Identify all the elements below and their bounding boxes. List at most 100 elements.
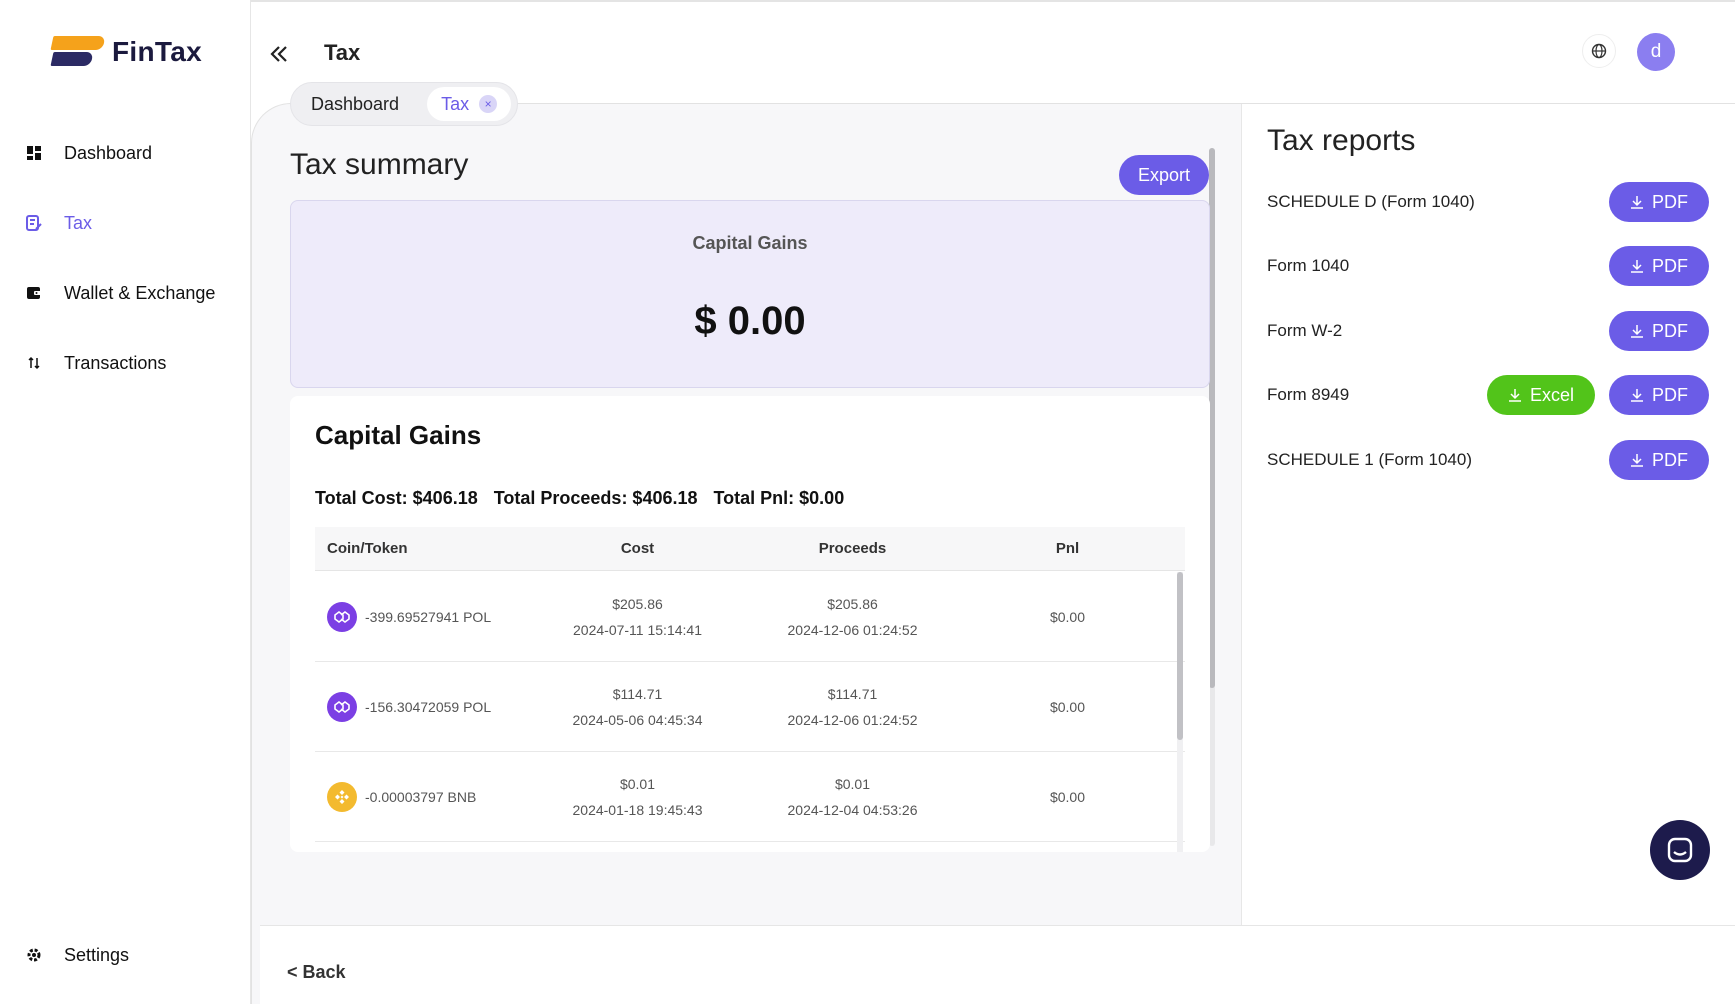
pnl-value: $0.00: [1049, 698, 1086, 715]
pdf-label: PDF: [1652, 384, 1688, 405]
summary-scrollbar[interactable]: [1209, 148, 1215, 846]
report-row-form-8949: Form 8949 Excel PDF: [1267, 375, 1709, 415]
report-row-form-w2: Form W-2 PDF: [1267, 311, 1709, 351]
sidebar-item-label: Transactions: [64, 352, 167, 373]
tab-tax[interactable]: Tax ×: [427, 87, 512, 121]
polygon-coin-icon: [327, 691, 357, 722]
globe-icon: [1591, 43, 1607, 59]
download-icon: [1631, 454, 1643, 467]
table-header: Coin/Token Cost Proceeds Pnl: [315, 527, 1185, 571]
report-row-schedule-1: SCHEDULE 1 (Form 1040) PDF: [1267, 440, 1709, 480]
coin-amount: -156.30472059 POL: [365, 698, 492, 715]
chat-widget-button[interactable]: [1650, 820, 1710, 880]
tax-summary-title: Tax summary: [290, 148, 469, 181]
table-body: -399.69527941 POL $205.86 2024-07-11 15:…: [315, 572, 1185, 852]
download-icon: [1631, 389, 1643, 402]
column-header-cost: Cost: [620, 540, 655, 557]
wallet-icon: [26, 285, 42, 301]
download-icon: [1631, 325, 1643, 338]
page-tabs: Dashboard Tax ×: [290, 82, 519, 126]
sidebar-item-dashboard[interactable]: Dashboard: [0, 118, 251, 188]
table-scrollbar[interactable]: [1177, 572, 1183, 852]
proceeds-date: 2024-12-06 01:24:52: [787, 621, 918, 638]
report-label: SCHEDULE D (Form 1040): [1267, 192, 1475, 211]
fintax-logo-icon: [50, 34, 106, 70]
capital-gains-table-card: Capital Gains Total Cost: $406.18 Total …: [290, 396, 1210, 852]
table-row: -0.00003797 BNB $0.01 2024-01-18 19:45:4…: [315, 752, 1185, 842]
download-icon: [1631, 260, 1643, 273]
export-button[interactable]: Export: [1119, 155, 1209, 195]
cost-date: 2024-07-11 15:14:41: [573, 621, 702, 638]
report-row-form-1040: Form 1040 PDF: [1267, 246, 1709, 286]
tax-reports-panel: [1241, 104, 1735, 926]
sidebar-item-label: Dashboard: [64, 142, 153, 163]
pdf-label: PDF: [1652, 191, 1688, 212]
page-footer: [260, 925, 1735, 1004]
settings-label: Settings: [64, 944, 130, 965]
double-chevron-left-icon: [270, 46, 287, 62]
sidebar-nav: Dashboard Tax Wallet & Exchange Transact…: [0, 118, 251, 398]
pdf-label: PDF: [1652, 320, 1688, 341]
capital-gains-label: Capital Gains: [692, 233, 808, 253]
coin-amount: -399.69527941 POL: [365, 608, 492, 625]
page-title: Tax: [324, 40, 361, 65]
language-button[interactable]: [1582, 34, 1616, 68]
back-button[interactable]: < Back: [287, 962, 346, 982]
sidebar-item-settings[interactable]: Settings: [0, 920, 129, 990]
total-proceeds: Total Proceeds: $406.18: [493, 488, 698, 508]
coin-amount: -0.00003797 BNB: [365, 788, 477, 805]
report-label: Form W-2: [1267, 321, 1343, 340]
download-pdf-button[interactable]: PDF: [1609, 182, 1709, 222]
download-icon: [1508, 389, 1521, 402]
report-label: Form 8949: [1267, 385, 1350, 404]
capital-gains-heading: Capital Gains: [315, 420, 482, 450]
sidebar-item-transactions[interactable]: Transactions: [0, 328, 251, 398]
sidebar-item-tax[interactable]: Tax: [0, 188, 251, 258]
excel-label: Excel: [1529, 384, 1574, 405]
transactions-icon: [26, 355, 42, 371]
report-label: SCHEDULE 1 (Form 1040): [1267, 450, 1473, 469]
tax-reports-title: Tax reports: [1267, 124, 1416, 157]
cost-value: $205.86: [612, 595, 663, 612]
proceeds-value: $205.86: [827, 595, 878, 612]
download-pdf-button[interactable]: PDF: [1609, 246, 1709, 286]
dashboard-icon: [26, 145, 42, 161]
cost-date: 2024-05-06 04:45:34: [572, 711, 703, 728]
proceeds-date: 2024-12-04 04:53:26: [787, 801, 918, 818]
total-cost: Total Cost: $406.18: [315, 488, 478, 508]
cost-value: $114.71: [612, 685, 663, 702]
report-label: Form 1040: [1267, 256, 1350, 275]
pdf-label: PDF: [1652, 255, 1688, 276]
column-header-proceeds: Proceeds: [818, 540, 887, 557]
download-pdf-button[interactable]: PDF: [1609, 440, 1709, 480]
column-header-pnl: Pnl: [1055, 540, 1080, 557]
sidebar-item-wallet-exchange[interactable]: Wallet & Exchange: [0, 258, 251, 328]
download-pdf-button[interactable]: PDF: [1609, 311, 1709, 351]
report-row-schedule-d: SCHEDULE D (Form 1040) PDF: [1267, 182, 1709, 222]
table-row: -156.30472059 POL $114.71 2024-05-06 04:…: [315, 662, 1185, 752]
brand-name: FinTax: [112, 36, 202, 67]
table-row: -399.69527941 POL $205.86 2024-07-11 15:…: [315, 572, 1185, 662]
proceeds-value: $0.01: [834, 775, 871, 792]
download-pdf-button[interactable]: PDF: [1609, 375, 1709, 415]
sidebar: FinTax Dashboard Tax Wallet & Exchange T…: [0, 0, 251, 1004]
download-icon: [1631, 196, 1643, 209]
polygon-coin-icon: [327, 601, 357, 632]
pdf-label: PDF: [1652, 449, 1688, 470]
brand-logo[interactable]: FinTax: [50, 34, 202, 70]
tab-dashboard[interactable]: Dashboard: [297, 87, 419, 121]
tab-label: Tax: [441, 93, 470, 114]
chat-icon: [1667, 837, 1693, 863]
window-top-border: [0, 0, 1735, 2]
proceeds-date: 2024-12-06 01:24:52: [787, 711, 918, 728]
collapse-sidebar-button[interactable]: [270, 40, 288, 68]
user-avatar[interactable]: d: [1637, 33, 1675, 71]
tab-label: Dashboard: [311, 93, 400, 114]
pnl-value: $0.00: [1049, 788, 1086, 805]
download-excel-button[interactable]: Excel: [1487, 375, 1595, 415]
close-icon[interactable]: ×: [479, 95, 498, 113]
sidebar-item-label: Tax: [64, 212, 93, 233]
capital-gains-value: $ 0.00: [694, 299, 806, 343]
bnb-coin-icon: [327, 781, 357, 812]
totals-summary: Total Cost: $406.18 Total Proceeds: $406…: [315, 488, 844, 509]
